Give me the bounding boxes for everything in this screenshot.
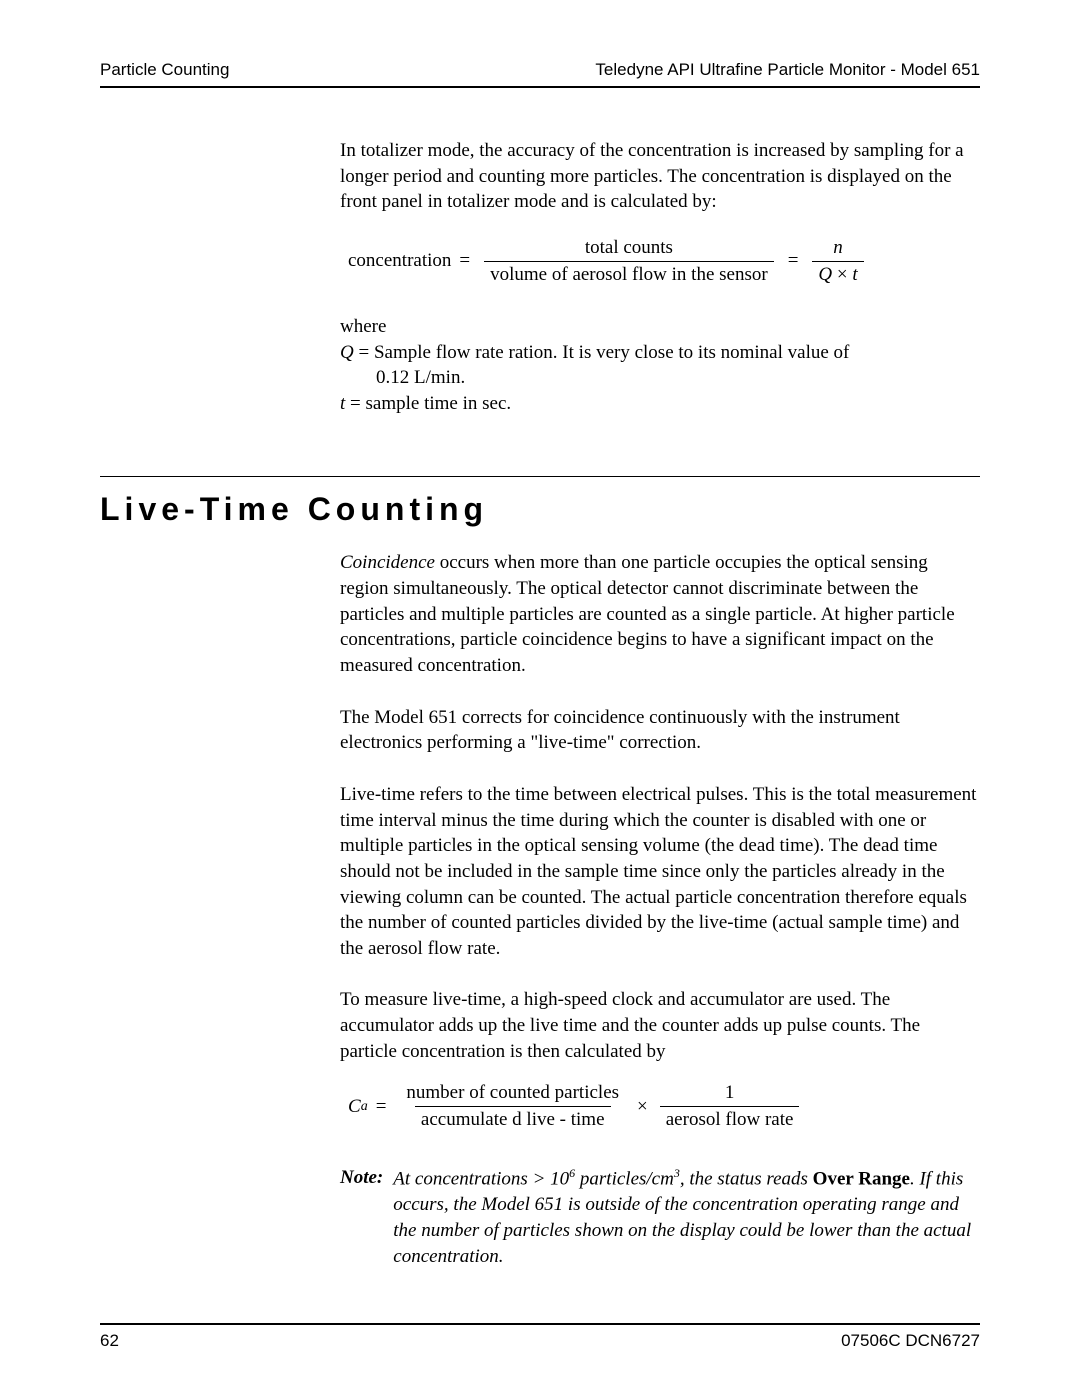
ca-equals: =	[376, 1096, 387, 1118]
where-t-line: t = sample time in sec.	[340, 391, 980, 417]
note-label: Note:	[340, 1165, 383, 1269]
note-over-range: Over Range	[813, 1169, 910, 1190]
paragraph-model-corrects: The Model 651 corrects for coincidence c…	[340, 705, 980, 756]
eq1-frac2-t: t	[852, 264, 857, 285]
note-block: Note: At concentrations > 106 particles/…	[340, 1165, 980, 1269]
header-left: Particle Counting	[100, 60, 229, 80]
coincidence-term: Coincidence	[340, 552, 435, 573]
ca-fraction-2: 1 aerosol flow rate	[660, 1082, 800, 1131]
footer-doc-id: 07506C DCN6727	[841, 1331, 980, 1351]
running-footer: 62 07506C DCN6727	[100, 1323, 980, 1351]
note-body: At concentrations > 106 particles/cm3, t…	[393, 1165, 980, 1269]
paragraph-coincidence: Coincidence occurs when more than one pa…	[340, 550, 980, 678]
ca-times: ×	[637, 1096, 648, 1118]
eq1-fraction-1: total counts volume of aerosol flow in t…	[484, 237, 774, 286]
eq1-equals-1: =	[459, 250, 470, 272]
eq1-frac2-times: ×	[832, 264, 852, 285]
where-q-value: 0.12 L/min.	[376, 365, 980, 391]
ca-fraction-1: number of counted particles accumulate d…	[400, 1082, 625, 1131]
eq1-equals-2: =	[788, 250, 799, 272]
concentration-equation: concentration = total counts volume of a…	[348, 237, 980, 286]
ca-f2-den: aerosol flow rate	[660, 1106, 800, 1131]
where-block: where Q = Sample flow rate ration. It is…	[340, 314, 980, 417]
where-label: where	[340, 314, 980, 340]
eq1-frac2-Q: Q	[818, 264, 832, 285]
eq1-frac2-num: n	[833, 237, 843, 258]
note-text-b: particles/cm	[575, 1169, 674, 1190]
ca-f2-num: 1	[719, 1082, 741, 1106]
section-heading: Live-Time Counting	[100, 491, 980, 528]
intro-column: In totalizer mode, the accuracy of the c…	[340, 138, 980, 416]
header-right: Teledyne API Ultrafine Particle Monitor …	[595, 60, 980, 80]
paragraph-livetime-def: Live-time refers to the time between ele…	[340, 782, 980, 961]
ca-equation: Ca = number of counted particles accumul…	[348, 1082, 980, 1131]
note-text-c: , the status reads	[680, 1169, 813, 1190]
paragraph-measure-livetime: To measure live-time, a high-speed clock…	[340, 987, 980, 1064]
section-rule	[100, 476, 980, 477]
ca-f1-num: number of counted particles	[400, 1082, 625, 1106]
intro-paragraph: In totalizer mode, the accuracy of the c…	[340, 138, 980, 215]
where-q-line: Q = Sample flow rate ration. It is very …	[340, 340, 980, 366]
eq1-frac1-den: volume of aerosol flow in the sensor	[484, 261, 774, 286]
where-t-text: = sample time in sec.	[345, 393, 511, 414]
eq1-frac1-num: total counts	[579, 237, 679, 261]
eq1-fraction-2: n Q × t	[812, 237, 863, 286]
footer-page-number: 62	[100, 1331, 119, 1351]
eq1-lhs: concentration	[348, 250, 451, 272]
where-q-symbol: Q	[340, 342, 354, 363]
note-text-a: At concentrations > 10	[393, 1169, 569, 1190]
running-header: Particle Counting Teledyne API Ultrafine…	[100, 60, 980, 88]
ca-C: C	[348, 1096, 361, 1118]
ca-subscript-a: a	[361, 1099, 368, 1115]
body-column: Coincidence occurs when more than one pa…	[340, 550, 980, 1269]
ca-f1-den: accumulate d live - time	[415, 1106, 611, 1131]
where-q-text: = Sample flow rate ration. It is very cl…	[354, 342, 850, 363]
